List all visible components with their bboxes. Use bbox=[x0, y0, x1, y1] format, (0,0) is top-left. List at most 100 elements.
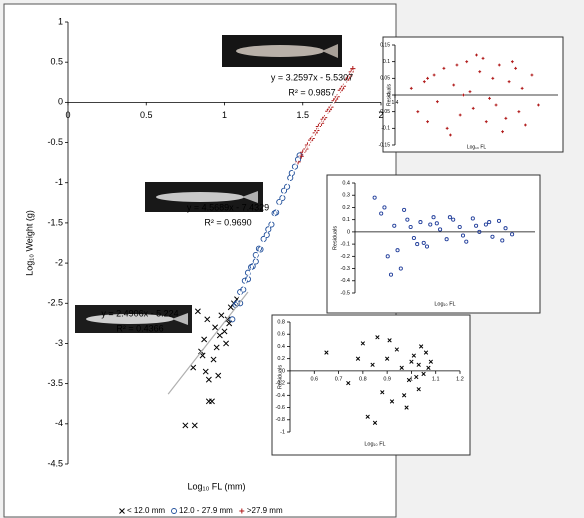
data-point bbox=[409, 359, 414, 364]
data-point bbox=[494, 103, 498, 107]
data-point bbox=[355, 356, 361, 361]
fit-equation: y = 2.4906x - 5.224 bbox=[101, 308, 178, 318]
x-tick-label: 1 bbox=[222, 110, 227, 120]
data-point bbox=[370, 362, 375, 367]
data-point bbox=[434, 221, 439, 226]
data-point bbox=[204, 316, 211, 323]
x-tick-label: 0.6 bbox=[310, 377, 318, 383]
data-point bbox=[388, 272, 394, 277]
data-point bbox=[422, 80, 426, 84]
data-point bbox=[210, 356, 217, 363]
y-tick-label: 0 bbox=[347, 229, 350, 235]
data-point bbox=[488, 96, 491, 100]
data-point bbox=[510, 60, 514, 64]
y-tick-label: 0.4 bbox=[277, 344, 285, 350]
data-point bbox=[468, 90, 472, 94]
x-tick-label: 1.2 bbox=[456, 377, 464, 383]
data-point bbox=[484, 120, 488, 124]
data-point bbox=[421, 240, 426, 245]
data-point bbox=[394, 347, 400, 352]
data-point bbox=[249, 263, 256, 270]
data-point bbox=[452, 83, 456, 87]
data-point bbox=[470, 216, 475, 221]
y-tick-label: 0 bbox=[282, 368, 285, 374]
data-point bbox=[457, 224, 462, 230]
y-tick-label: -0.4 bbox=[341, 278, 350, 284]
data-point bbox=[372, 420, 378, 425]
y-tick-label: 0.3 bbox=[342, 193, 350, 199]
data-point bbox=[213, 344, 220, 351]
legend-marker bbox=[239, 508, 245, 514]
y-tick-label: -0.1 bbox=[341, 242, 350, 248]
data-point bbox=[490, 234, 495, 239]
data-point bbox=[194, 308, 201, 315]
data-point bbox=[404, 405, 409, 410]
data-point bbox=[409, 86, 413, 90]
y-tick-label: -1 bbox=[280, 429, 285, 435]
fit-r-squared: R² = 0.4366 bbox=[116, 323, 163, 333]
data-point bbox=[465, 60, 469, 64]
data-point bbox=[460, 233, 466, 238]
data-point bbox=[444, 237, 449, 242]
data-point bbox=[375, 335, 380, 340]
data-point bbox=[504, 116, 508, 120]
y-tick-label: -0.5 bbox=[341, 290, 350, 296]
y-tick-label: -0.5 bbox=[47, 137, 63, 147]
fish-photo bbox=[145, 182, 263, 212]
y-tick-label: -0.3 bbox=[341, 266, 350, 272]
data-point bbox=[426, 365, 431, 370]
data-point bbox=[408, 224, 413, 230]
trend-line bbox=[302, 69, 354, 155]
data-point bbox=[405, 217, 410, 222]
y-axis-label: Residuals bbox=[332, 226, 338, 250]
data-point bbox=[530, 73, 534, 77]
y-tick-label: -0.15 bbox=[379, 142, 391, 148]
inset-panel bbox=[326, 174, 541, 314]
data-point bbox=[510, 232, 515, 237]
data-point bbox=[537, 103, 540, 107]
fit-r-squared: R² = 0.9857 bbox=[288, 87, 335, 97]
data-point bbox=[517, 110, 521, 114]
data-point bbox=[411, 235, 416, 241]
data-point bbox=[365, 414, 370, 419]
legend-label: >27.9 mm bbox=[247, 506, 283, 515]
x-tick-label: 0 bbox=[65, 110, 70, 120]
data-point bbox=[215, 372, 222, 379]
data-point bbox=[392, 223, 397, 228]
y-tick-label: -0.1 bbox=[381, 126, 390, 132]
y-axis-label: Residuals bbox=[386, 84, 392, 106]
data-point bbox=[406, 377, 412, 383]
data-point bbox=[384, 356, 390, 361]
data-point bbox=[190, 364, 197, 371]
data-point bbox=[380, 390, 385, 395]
y-tick-label: 0.4 bbox=[342, 180, 350, 186]
data-point bbox=[379, 211, 384, 216]
data-point bbox=[230, 300, 237, 307]
data-point bbox=[205, 376, 212, 383]
data-point bbox=[182, 422, 189, 429]
data-point bbox=[296, 152, 303, 159]
data-point bbox=[462, 93, 465, 97]
data-point bbox=[229, 316, 236, 323]
data-point bbox=[431, 215, 436, 220]
x-axis-label: Log₁₀ FL bbox=[467, 144, 487, 150]
y-tick-label: -3 bbox=[55, 338, 63, 348]
data-point bbox=[445, 126, 449, 130]
trend-line bbox=[236, 156, 301, 304]
data-point bbox=[426, 76, 429, 80]
data-point bbox=[421, 371, 426, 377]
data-point bbox=[520, 86, 524, 90]
y-tick-label: -0.8 bbox=[276, 417, 285, 423]
x-tick-label: 1.4 bbox=[392, 100, 399, 106]
y-tick-label: 0 bbox=[387, 92, 390, 98]
data-point bbox=[424, 244, 430, 249]
y-tick-label: -3.5 bbox=[47, 378, 63, 388]
x-axis-label: Log₁₀ FL (mm) bbox=[188, 481, 246, 491]
data-point bbox=[209, 398, 215, 405]
data-point bbox=[298, 153, 304, 159]
data-point bbox=[382, 205, 387, 210]
inset-panel bbox=[271, 314, 471, 456]
x-axis-label: Log₁₀ FL bbox=[434, 301, 455, 307]
data-point bbox=[265, 226, 272, 233]
